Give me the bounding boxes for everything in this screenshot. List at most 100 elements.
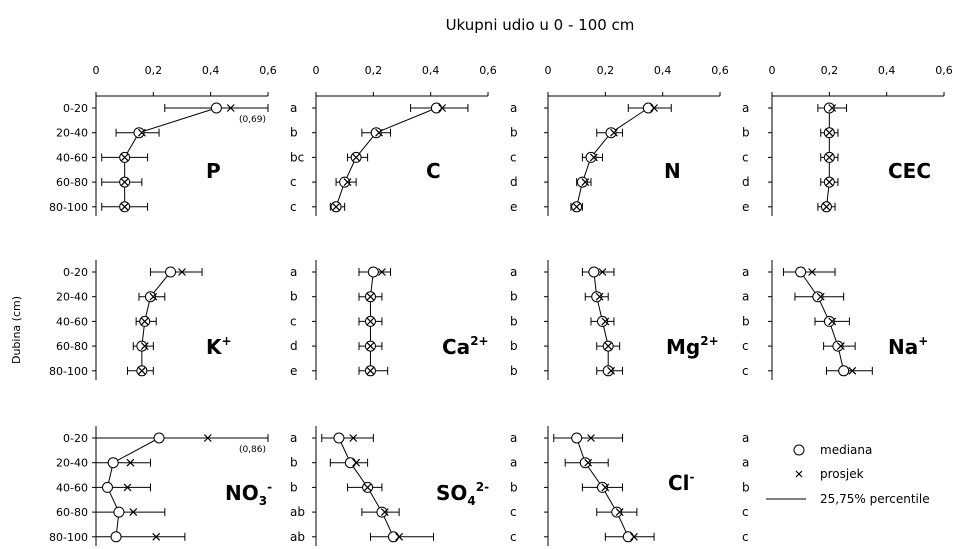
median-point <box>622 531 634 543</box>
x-tick-label: 0,4 <box>654 64 672 77</box>
significance-letter: b <box>290 456 298 470</box>
significance-letter: c <box>742 150 749 164</box>
depth-label: 20-40 <box>56 291 88 304</box>
panels-group: 0 0,2 0,4 0,60-2020-4040-6060-8080-100abbcc… <box>49 64 953 546</box>
median-point <box>430 102 442 114</box>
significance-letter: d <box>290 339 298 353</box>
depth-label: 60-80 <box>56 340 88 353</box>
mean-point <box>123 483 132 492</box>
median-point <box>576 176 588 188</box>
chart-title: Ukupni udio u 0 - 100 cm <box>446 16 635 34</box>
median-point <box>376 506 388 518</box>
significance-letter: c <box>510 530 517 544</box>
mean-point <box>604 342 613 351</box>
mean-point <box>137 128 146 137</box>
mean-point <box>152 532 161 541</box>
significance-letter: c <box>742 364 749 378</box>
legend-mean-symbol <box>795 470 803 478</box>
legend: mediana prosjek 25,75% percentile <box>766 443 930 506</box>
x-tick-label: 0,6 <box>479 64 497 77</box>
mean-point <box>601 483 610 492</box>
panel-NO3: 0-2020-4040-6060-8080-100abbabab(0,86)NO… <box>49 426 305 546</box>
legend-median-symbol <box>793 444 805 456</box>
significance-letter: a <box>510 431 517 445</box>
y-axis-label: Dubina (cm) <box>10 296 23 364</box>
x-tick-label: 0,2 <box>597 64 615 77</box>
mean-point <box>630 532 638 541</box>
significance-letter: c <box>510 505 517 519</box>
median-point <box>370 127 382 139</box>
depth-label: 80-100 <box>49 201 88 214</box>
median-point <box>832 340 844 352</box>
depth-label: 60-80 <box>56 176 88 189</box>
mean-point <box>598 268 607 276</box>
significance-letter: a <box>742 265 749 279</box>
median-point <box>136 340 148 352</box>
mean-point <box>615 508 624 517</box>
variable-label: N <box>664 159 681 183</box>
mean-point <box>140 342 149 351</box>
mean-point <box>581 178 590 187</box>
significance-letter: e <box>510 200 517 214</box>
mean-point <box>848 366 857 375</box>
panel-Na: abcdeNa+ <box>768 260 928 380</box>
mean-point <box>589 153 598 162</box>
significance-letter: b <box>510 364 518 378</box>
variable-label: Ca2+ <box>442 334 489 359</box>
median-point <box>339 176 351 188</box>
x-tick-label: 0,4 <box>202 64 220 77</box>
depth-label: 40-60 <box>56 315 88 328</box>
significance-letter: a <box>510 265 517 279</box>
panel-P: 0 0,2 0,4 0,6 0-20 20-40 40-60 60-80 80-100 ab bc c… <box>49 64 304 216</box>
median-point <box>823 102 835 114</box>
significance-letter: a <box>510 456 517 470</box>
mean-point <box>226 104 235 112</box>
depth-label: 20-40 <box>56 127 88 140</box>
legend-mean-label: prosjek <box>820 467 864 481</box>
depth-label: 80-100 <box>49 365 88 378</box>
significance-letter: b <box>290 480 298 494</box>
median-point <box>107 457 119 469</box>
median-point <box>133 127 145 139</box>
mean-point <box>178 268 186 276</box>
mean-point <box>822 202 831 211</box>
mean-point <box>120 178 129 187</box>
mean-point <box>828 317 837 326</box>
mean-point <box>343 178 352 187</box>
x-tick-label: 0,4 <box>878 64 896 77</box>
significance-letter: b <box>510 126 518 140</box>
overflow-note: (0,86) <box>239 445 266 455</box>
median-point <box>367 266 379 278</box>
mean-point <box>610 128 618 137</box>
median-point <box>333 432 345 444</box>
mean-point <box>349 434 358 442</box>
mean-point <box>332 202 340 211</box>
x-tick-label: 0 <box>769 64 776 77</box>
depth-label: 0-20 <box>63 266 88 279</box>
median-point <box>101 481 113 493</box>
mean-point <box>825 153 834 162</box>
variable-label: C <box>426 159 441 183</box>
median-point <box>344 457 356 469</box>
depth-label: 40-60 <box>56 481 88 494</box>
x-tick-label: 0 <box>93 64 100 77</box>
mean-point <box>650 104 658 112</box>
x-tick-label: 0,6 <box>259 64 277 77</box>
significance-letter: b <box>290 290 298 304</box>
variable-label: K+ <box>206 334 232 359</box>
mean-point <box>129 508 138 517</box>
significance-letter: a <box>742 431 749 445</box>
variable-label: Mg2+ <box>666 334 719 359</box>
depth-label: 40-60 <box>56 151 88 164</box>
x-tick-label: 0,4 <box>422 64 440 77</box>
median-point <box>605 127 617 139</box>
panel-CEC: 00,20,40,6aabcdCEC <box>768 64 953 216</box>
significance-letter: b <box>742 126 750 140</box>
significance-letter: a <box>290 431 297 445</box>
mean-point <box>825 178 834 187</box>
mean-point <box>366 317 375 326</box>
